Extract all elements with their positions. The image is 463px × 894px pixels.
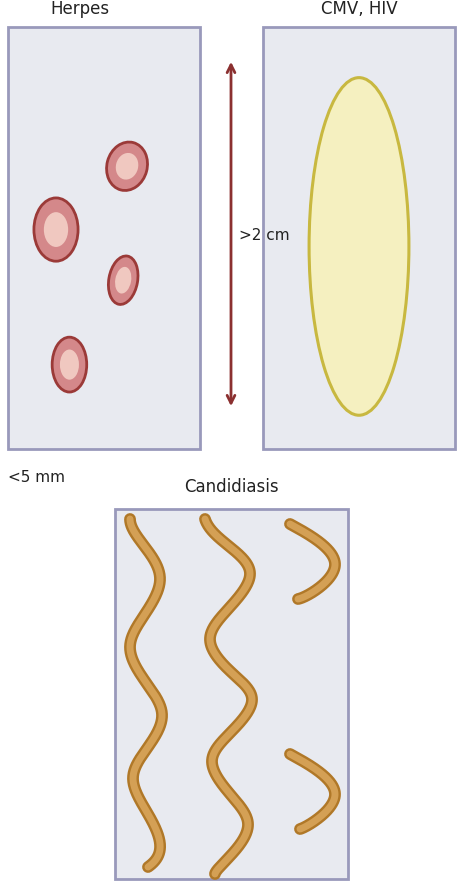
Text: <5 mm: <5 mm xyxy=(8,469,65,485)
Text: CMV, HIV: CMV, HIV xyxy=(321,0,397,18)
Ellipse shape xyxy=(116,154,138,181)
Ellipse shape xyxy=(108,257,138,305)
Text: Candidiasis: Candidiasis xyxy=(184,477,278,495)
Ellipse shape xyxy=(309,79,409,416)
Bar xyxy=(263,28,455,450)
Ellipse shape xyxy=(106,143,148,191)
Bar xyxy=(8,28,200,450)
Ellipse shape xyxy=(115,267,131,294)
Bar xyxy=(115,510,348,879)
Ellipse shape xyxy=(44,213,68,248)
Ellipse shape xyxy=(34,198,78,262)
Text: >2 cm: >2 cm xyxy=(239,227,290,242)
Text: Herpes: Herpes xyxy=(50,0,110,18)
Ellipse shape xyxy=(52,338,87,392)
Ellipse shape xyxy=(60,350,79,380)
